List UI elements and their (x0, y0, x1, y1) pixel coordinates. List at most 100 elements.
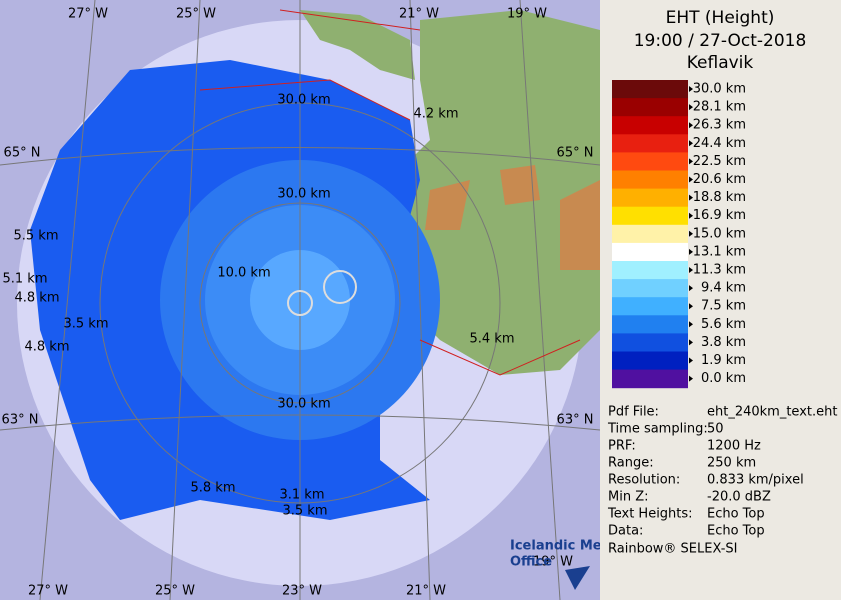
lon-label: 19° W (533, 555, 573, 570)
legend-label: 16.9 km (693, 208, 746, 223)
height-label: 10.0 km (217, 266, 270, 281)
height-label: 3.5 km (64, 317, 109, 332)
legend-tick (689, 230, 693, 237)
legend-swatch (612, 224, 688, 244)
title: Keflavik (687, 53, 754, 73)
lon-label: 25° W (155, 584, 195, 599)
land (390, 10, 600, 375)
legend-tick (689, 122, 693, 129)
logo-text: Icelandic Met (510, 539, 608, 554)
legend-swatch (612, 351, 688, 371)
legend-label: 15.0 km (693, 226, 746, 241)
legend-swatch (612, 297, 688, 316)
lat-label: 63° N (2, 413, 39, 428)
ring-label: 30.0 km (277, 93, 330, 108)
legend-tick (689, 158, 693, 165)
legend-tick (689, 285, 693, 292)
height-label: 4.8 km (15, 291, 60, 306)
legend-tick (689, 212, 693, 219)
legend-swatch (612, 369, 688, 389)
info-value: eht_240km_text.eht (707, 405, 837, 420)
info-value: 50 (707, 422, 724, 437)
height-label: 5.1 km (3, 272, 48, 287)
title: 19:00 / 27-Oct-2018 (634, 31, 807, 51)
legend-swatch (612, 116, 688, 135)
info-value: -20.0 dBZ (707, 490, 771, 505)
coastline (199, 9, 581, 376)
info-value: Echo Top (707, 507, 765, 522)
legend-label: 26.3 km (693, 118, 746, 133)
legend-tick (689, 267, 693, 273)
legend-tick (689, 303, 693, 310)
legend-swatch (612, 188, 688, 208)
legend-swatch (612, 315, 688, 334)
land-north (300, 10, 415, 80)
legend-tick (689, 86, 693, 92)
legend-label: 1.9 km (701, 353, 746, 368)
legend-label: 24.4 km (693, 136, 746, 151)
lat-label: 65° N (4, 146, 41, 161)
legend-swatch (612, 261, 688, 280)
footer: Rainbow® SELEX-SI (608, 542, 738, 557)
legend-label: 9.4 km (701, 281, 746, 296)
radar-sites (287, 270, 357, 316)
legend-swatch (612, 134, 688, 153)
lon-label: 23° W (282, 584, 322, 599)
info-label: Pdf File: (608, 405, 659, 420)
lon-label: 27° W (68, 7, 108, 22)
logo-text: Office (510, 555, 552, 570)
map-labels: 27° W 25° W 21° W 19° W 27° W 25° W 23° … (2, 7, 594, 599)
lon-label: 21° W (406, 584, 446, 599)
legend-tick (689, 357, 693, 364)
lat-label: 65° N (557, 146, 594, 161)
ring-label: 30.0 km (277, 187, 330, 202)
legend-tick (689, 176, 693, 183)
info-value: Echo Top (707, 524, 765, 539)
legend-label: 20.6 km (693, 172, 746, 187)
height-label: 4.2 km (414, 107, 459, 122)
legend-tick (689, 194, 693, 201)
lat-label: 63° N (557, 413, 594, 428)
legend-swatch (612, 279, 688, 298)
info-label: PRF: (608, 439, 636, 454)
legend-swatch (612, 170, 688, 190)
info-value: 250 km (707, 456, 756, 471)
legend-tick (689, 140, 693, 147)
logo-icon (565, 566, 590, 590)
height-label: 4.8 km (25, 340, 70, 355)
ring-label: 30.0 km (277, 397, 330, 412)
legend-label: 18.8 km (693, 190, 746, 205)
info-label: Range: (608, 456, 654, 471)
height-label: 5.5 km (14, 229, 59, 244)
glaciers (425, 165, 600, 270)
legend-swatch (612, 80, 688, 99)
legend-tick (689, 104, 693, 111)
height-label: 5.4 km (470, 332, 515, 347)
legend-tick (689, 375, 693, 382)
info-label: Resolution: (608, 473, 680, 488)
title: EHT (Height) (666, 8, 775, 28)
legend-label: 7.5 km (701, 299, 746, 314)
legend-label: 30.0 km (693, 82, 746, 97)
legend-swatch (612, 98, 688, 117)
height-label: 3.1 km (280, 488, 325, 503)
info-label: Time sampling: (607, 422, 708, 437)
legend-tick (689, 339, 693, 346)
legend-swatch (612, 333, 688, 352)
height-label: 3.5 km (283, 504, 328, 519)
legend-label: 28.1 km (693, 100, 746, 115)
lon-label: 21° W (399, 7, 439, 22)
legend-label: 11.3 km (693, 263, 746, 278)
range-rings (0, 0, 601, 601)
legend-swatch (612, 206, 688, 226)
legend-tick (689, 248, 693, 255)
legend-swatch (612, 242, 688, 262)
height-labels: 4.2 km 5.5 km 5.1 km 4.8 km 10.0 km 3.5 km 4.8… (3, 107, 515, 519)
legend-label: 22.5 km (693, 154, 746, 169)
legend-label: 0.0 km (701, 371, 746, 386)
legend-swatch (612, 152, 688, 171)
legend-tick (689, 321, 693, 328)
info-label: Data: (608, 524, 643, 539)
height-label: 5.8 km (191, 481, 236, 496)
